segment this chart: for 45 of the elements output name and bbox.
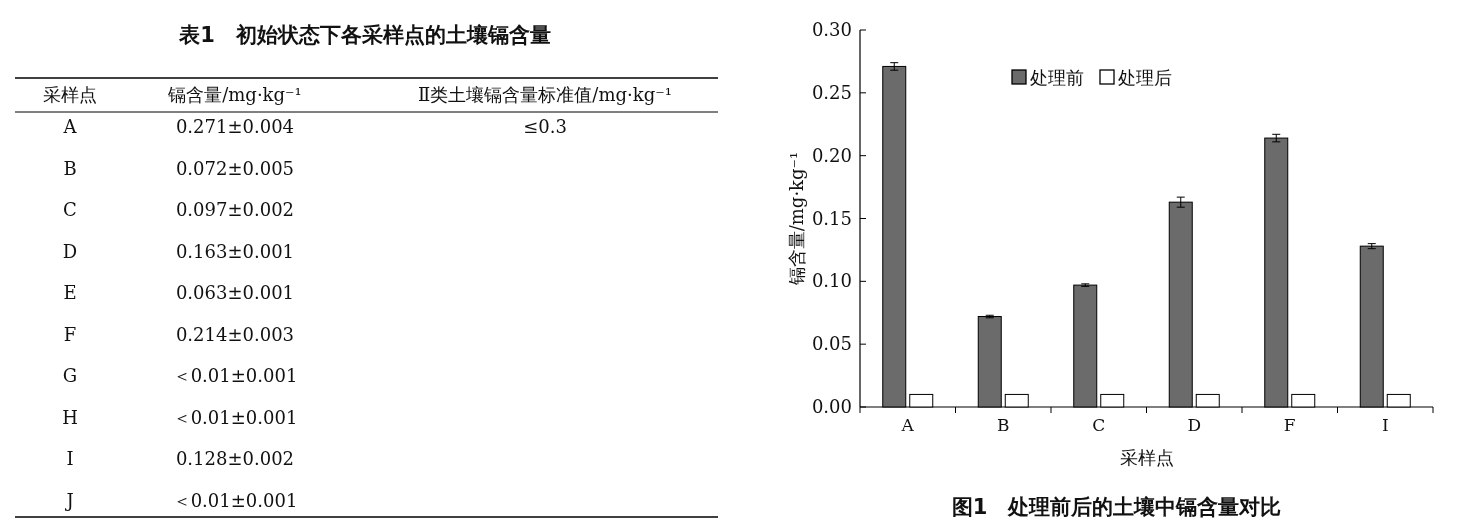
x-tick-label: B (997, 415, 1010, 435)
legend-item: 处理前 (1011, 67, 1084, 88)
text: ＜0.01±0.001 (172, 489, 298, 511)
text: J (64, 489, 74, 511)
text: 0.072±0.005 (175, 157, 295, 179)
text: F (63, 323, 77, 345)
x-tick-label: A (900, 415, 915, 435)
y-tick-label: 0.05 (811, 333, 852, 355)
y-tick-label: 0.00 (811, 396, 852, 417)
x-tick-label: D (1187, 415, 1202, 435)
y-tick-label: 0.20 (811, 144, 852, 166)
text: ≤0.3 (523, 116, 567, 137)
text: 0.214±0.003 (175, 323, 295, 345)
y-tick-label: 0.10 (811, 270, 852, 292)
text: 0.063±0.001 (175, 282, 295, 303)
text: 0.271±0.004 (175, 116, 295, 137)
x-axis-title: 采样点 (1119, 447, 1174, 468)
text: Ⅱ类土壤镉含量标准值/mg·kg⁻¹ (418, 84, 672, 105)
text: 0.128±0.002 (175, 448, 295, 469)
text: A (62, 116, 78, 137)
legend-item: 处理后 (1099, 67, 1172, 88)
text: 表1 初始状态下各采样点的土壤镉含量 (178, 23, 551, 47)
text: 0.097±0.002 (175, 199, 295, 220)
x-tick-label: F (1283, 415, 1296, 435)
text: H (62, 406, 78, 428)
legend-label: 处理后 (1118, 67, 1172, 88)
text: 图1 处理前后的土壤中镉含量对比 (951, 495, 1282, 519)
text: 采样点 (43, 84, 97, 105)
text: E (63, 282, 77, 303)
text: 0.163±0.001 (175, 240, 295, 262)
text: B (63, 157, 77, 179)
y-tick-label: 0.15 (811, 207, 852, 229)
text: C (63, 199, 77, 220)
y-tick-label: 0.30 (811, 19, 852, 40)
y-axis-title: 镉含量/mg·kg⁻¹ (786, 151, 807, 287)
legend-label: 处理前 (1030, 67, 1084, 88)
x-tick-label: C (1092, 415, 1106, 435)
text: ＜0.01±0.001 (172, 365, 298, 386)
y-tick-label: 0.25 (811, 81, 852, 103)
text: I (66, 448, 74, 469)
text: G (62, 365, 78, 386)
text: ＜0.01±0.001 (172, 406, 298, 428)
text: D (62, 240, 78, 262)
x-tick-label: I (1381, 415, 1389, 435)
text: 镉含量/mg·kg⁻¹ (167, 84, 302, 105)
